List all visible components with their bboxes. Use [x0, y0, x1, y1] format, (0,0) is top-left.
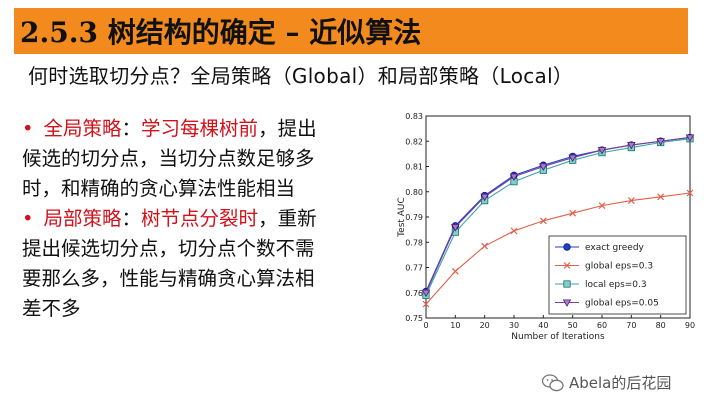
legend-label: exact greedy	[585, 243, 645, 253]
point-marker	[627, 197, 635, 205]
bullet-global-term: 全局策略	[43, 117, 122, 140]
x-axis-label: Number of Iterations	[511, 332, 605, 342]
bullet-global-line-3: 时，和精确的贪心算法性能相当	[22, 177, 296, 200]
series-line	[425, 136, 691, 293]
y-tick-label: 0.78	[405, 238, 423, 247]
bullet-global-colon: ：	[121, 117, 142, 140]
point-marker	[422, 300, 430, 308]
bullet-local-line-1: • 局部策略：树节点分裂时，重新	[22, 204, 392, 234]
x-tick-label: 20	[480, 321, 490, 330]
point-marker	[421, 289, 431, 298]
legend-item: local eps=0.3	[555, 280, 647, 290]
bullet-local-rest: ，重新	[258, 207, 317, 230]
watermark-text: Abela的后花园	[569, 374, 672, 392]
point-marker	[597, 147, 607, 155]
bullet-marker: •	[22, 117, 34, 140]
point-marker	[481, 242, 489, 250]
x-tick-label: 90	[685, 321, 695, 330]
point-marker	[685, 134, 695, 142]
y-axis-label: Test AUC	[397, 197, 407, 238]
series-line	[425, 138, 691, 296]
bullet-list: • 全局策略：学习每棵树前，提出 候选的切分点，当切分点数足够多 时，和精确的贪心…	[22, 114, 392, 324]
bullet-global-line-1: • 全局策略：学习每棵树前，提出	[22, 114, 392, 144]
y-tick-label: 0.79	[405, 213, 423, 222]
legend-label: global eps=0.05	[585, 299, 659, 309]
point-marker	[657, 193, 665, 201]
y-tick-label: 0.81	[405, 163, 423, 172]
bullet-global-highlight: 学习每棵树前	[141, 117, 259, 140]
point-marker	[562, 299, 572, 307]
wechat-icon	[542, 373, 564, 391]
legend-item: exact greedy	[555, 243, 645, 253]
bullet-local-line-2: 提出候选切分点，切分点个数不需	[22, 237, 315, 260]
point-marker	[563, 262, 571, 269]
bullet-local-highlight: 树节点分裂时	[141, 207, 259, 230]
series-2	[422, 189, 694, 308]
legend-label: global eps=0.3	[585, 262, 653, 272]
point-marker	[656, 138, 665, 146]
y-tick-label: 0.83	[405, 112, 423, 121]
legend: exact greedy global eps=0.3 local eps=0.3 g…	[548, 235, 687, 315]
y-tick-label: 0.77	[405, 264, 423, 273]
point-marker	[569, 209, 577, 217]
slide-title: 2.5.3 树结构的确定 – 近似算法	[20, 16, 422, 49]
point-marker	[451, 267, 459, 275]
point-marker	[568, 154, 577, 163]
y-tick-label: 0.76	[405, 289, 423, 298]
series-line	[425, 192, 691, 305]
bullet-global-line-2: 候选的切分点，当切分点数足够多	[22, 147, 315, 170]
point-marker	[539, 217, 547, 225]
legend-item: global eps=0.05	[555, 299, 659, 309]
bullet-local-line-4: 差不多	[22, 297, 81, 320]
legend-box	[548, 235, 687, 315]
question-text: 何时选取切分点？全局策略（Global）和局部策略（Local）	[28, 64, 574, 88]
x-tick-label: 0	[423, 321, 428, 330]
bullet-local-line-3: 要那么多，性能与精确贪心算法相	[22, 267, 315, 290]
point-marker	[510, 227, 518, 235]
legend-label: local eps=0.3	[585, 280, 647, 290]
point-marker	[451, 224, 460, 232]
slide-title-bar: 2.5.3 树结构的确定 – 近似算法	[14, 8, 688, 54]
x-tick-label: 30	[509, 321, 519, 330]
watermark: Abela的后花园	[542, 372, 671, 393]
bullet-marker: •	[22, 207, 34, 230]
point-marker	[563, 280, 571, 288]
point-marker	[509, 173, 519, 181]
x-tick-label: 50	[568, 321, 578, 330]
x-tick-label: 70	[626, 321, 636, 330]
y-tick-label: 0.80	[405, 188, 423, 197]
point-marker	[686, 189, 694, 197]
y-tick-label: 0.75	[405, 314, 423, 323]
x-tick-label: 60	[597, 321, 607, 330]
x-tick-label: 80	[656, 321, 666, 330]
auc-line-chart: 0 10 20 30 40 50 60 70 80 90 0.75 0.76 0.77 0.78 0.79 0…	[397, 112, 695, 342]
point-marker	[539, 163, 548, 171]
legend-item: global eps=0.3	[555, 262, 653, 272]
point-marker	[627, 142, 636, 150]
series-4	[421, 134, 695, 298]
bullet-global-rest: ，提出	[258, 117, 317, 140]
bullet-local-colon: ：	[121, 207, 142, 230]
point-marker	[563, 243, 571, 251]
x-tick-label: 10	[450, 321, 460, 330]
y-tick-label: 0.82	[405, 137, 423, 146]
point-marker	[480, 193, 489, 202]
point-marker	[598, 202, 606, 210]
bullet-local-term: 局部策略	[43, 207, 122, 230]
x-tick-label: 40	[538, 321, 548, 330]
